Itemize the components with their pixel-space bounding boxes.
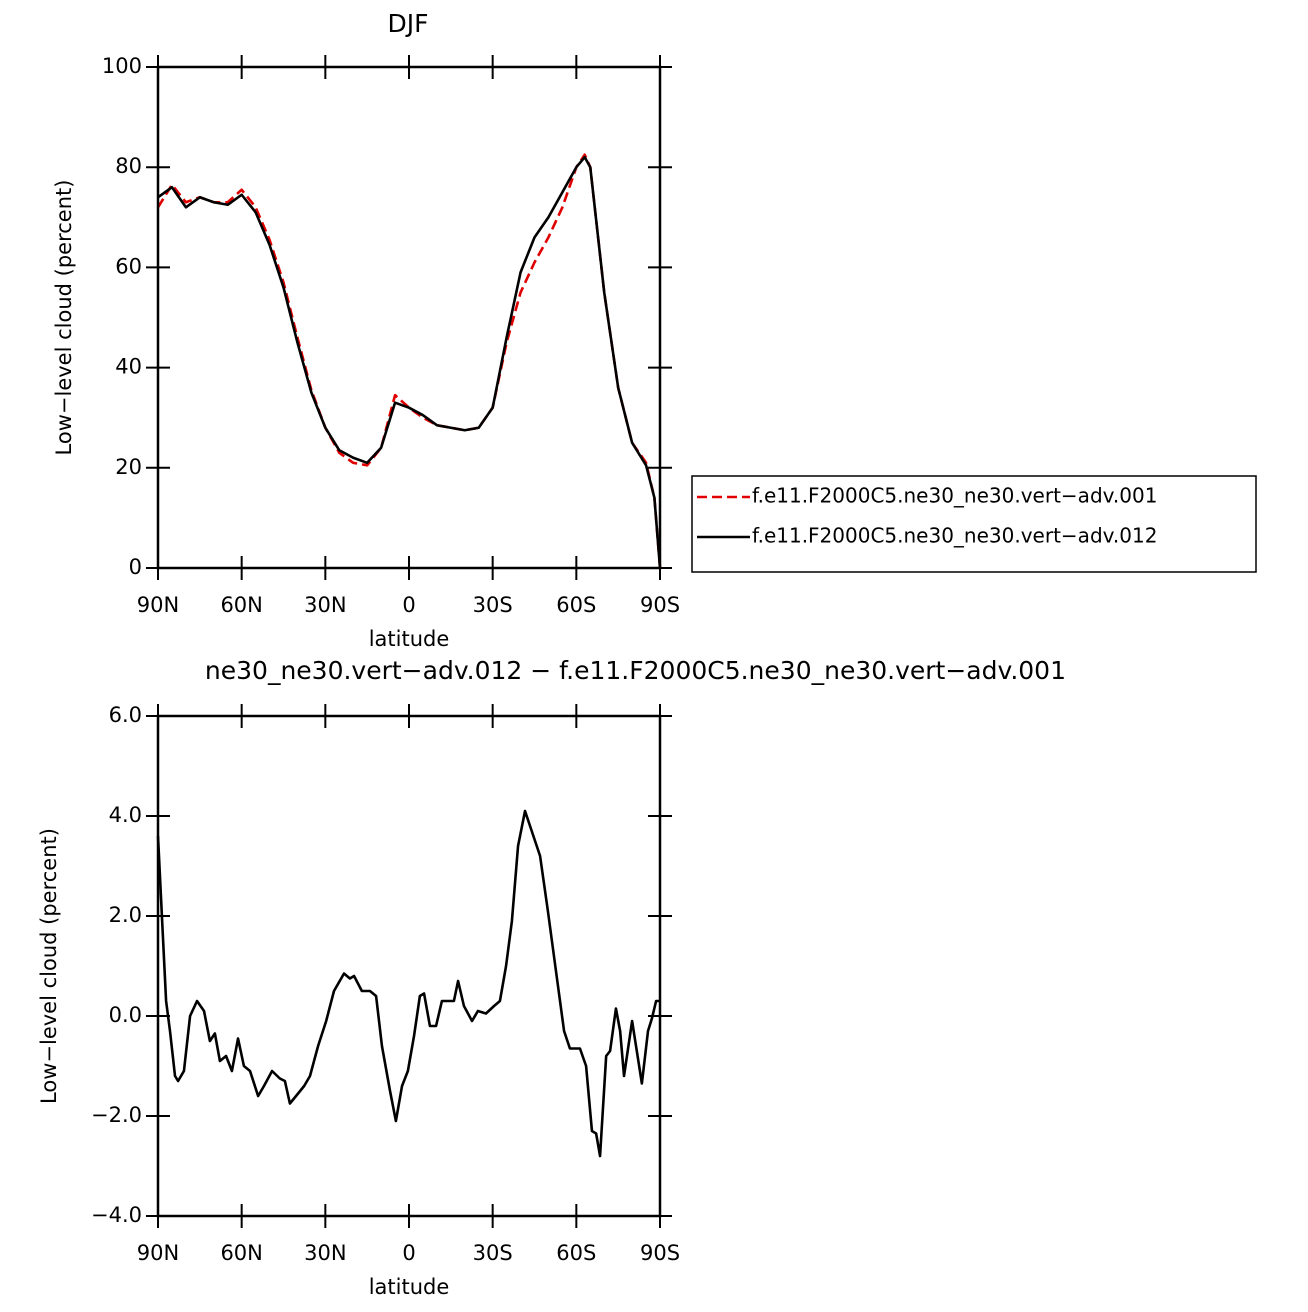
y-tick-label: 100 xyxy=(102,54,142,78)
legend-box xyxy=(691,475,1257,573)
data-line xyxy=(156,809,660,1158)
x-tick-label: 60S xyxy=(556,593,596,617)
x-tick-label: 60S xyxy=(556,1241,596,1265)
x-axis-label: latitude xyxy=(369,627,450,651)
x-tick-label: 90S xyxy=(640,1241,680,1265)
y-tick-label: 0.0 xyxy=(109,1003,142,1027)
x-tick-label: 30S xyxy=(473,1241,513,1265)
y-tick-label: 4.0 xyxy=(109,803,142,827)
x-tick-label: 0 xyxy=(402,1241,415,1265)
x-tick-label: 60N xyxy=(220,593,262,617)
x-tick-label: 90N xyxy=(137,593,179,617)
y-tick-label: 2.0 xyxy=(109,903,142,927)
y-axis-label: Low−level cloud (percent) xyxy=(37,828,61,1104)
legend-label: f.e11.F2000C5.ne30_ne30.vert−adv.012 xyxy=(752,524,1157,548)
x-tick-label: 90S xyxy=(640,593,680,617)
plot-frame xyxy=(156,65,662,570)
x-tick-label: 30S xyxy=(473,593,513,617)
data-line xyxy=(157,155,662,569)
x-tick-label: 90N xyxy=(137,1241,179,1265)
y-tick-label: 60 xyxy=(115,254,142,278)
x-tick-label: 60N xyxy=(220,1241,262,1265)
y-tick-label: 6.0 xyxy=(109,703,142,727)
data-line xyxy=(156,153,662,569)
x-axis-label: latitude xyxy=(369,1275,450,1299)
y-tick-label: −2.0 xyxy=(91,1103,142,1127)
y-axis-label: Low−level cloud (percent) xyxy=(52,180,76,456)
y-tick-label: 0 xyxy=(129,555,142,579)
y-tick-label: 20 xyxy=(115,455,142,479)
x-tick-label: 30N xyxy=(304,593,346,617)
x-tick-label: 0 xyxy=(402,593,415,617)
chart-title: ne30_ne30.vert−adv.012 − f.e11.F2000C5.n… xyxy=(205,656,1066,685)
y-tick-label: 80 xyxy=(115,154,142,178)
y-tick-label: 40 xyxy=(115,355,142,379)
y-tick-label: −4.0 xyxy=(91,1203,142,1227)
plot-frame xyxy=(156,714,662,1218)
chart-title: DJF xyxy=(387,9,428,38)
x-tick-label: 30N xyxy=(304,1241,346,1265)
legend-label: f.e11.F2000C5.ne30_ne30.vert−adv.001 xyxy=(752,484,1157,508)
